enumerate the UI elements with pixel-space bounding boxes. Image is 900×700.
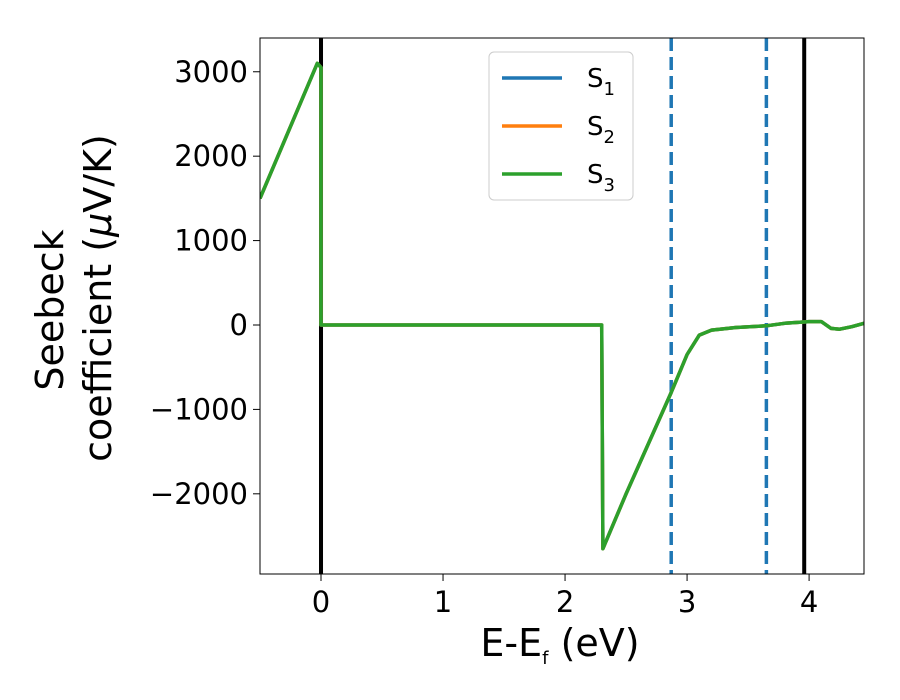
x-tick-label: 4 — [800, 585, 818, 619]
y-tick-label: −2000 — [150, 477, 248, 511]
legend-label-1: S1 — [587, 64, 615, 100]
x-tick-label: 1 — [434, 585, 452, 619]
series-layer — [260, 61, 864, 551]
x-axis: 0 1 2 3 4 — [312, 574, 818, 619]
x-tick-label: 0 — [312, 585, 330, 619]
y-axis: −2000 −1000 0 1000 2000 3000 — [150, 55, 260, 511]
legend-label-3: S3 — [587, 160, 615, 196]
y-tick-label: 2000 — [174, 139, 248, 173]
axes-frame — [259, 37, 865, 575]
legend-label-2: S2 — [587, 112, 615, 148]
svg-text:Seebeck: Seebeck — [28, 229, 72, 390]
y-tick-label: 1000 — [174, 224, 248, 258]
y-axis-label: Seebeck coefficient (μV/K) — [28, 134, 120, 462]
y-tick-label: 0 — [230, 308, 248, 342]
x-axis-label-sub: f — [542, 648, 549, 669]
svg-text:coefficient (μV/K): coefficient (μV/K) — [76, 134, 120, 462]
y-tick-label: −1000 — [150, 392, 248, 426]
y-axis-label-mu: μ — [76, 213, 120, 238]
x-tick-label: 2 — [556, 585, 574, 619]
x-tick-label: 3 — [678, 585, 696, 619]
x-axis-label: E-Ef (eV) — [480, 621, 639, 669]
y-tick-label: 3000 — [174, 55, 248, 89]
legend: S1 S2 S3 — [488, 51, 634, 201]
y-axis-label-line1: Seebeck — [28, 229, 72, 390]
series-line-3 — [260, 61, 864, 551]
